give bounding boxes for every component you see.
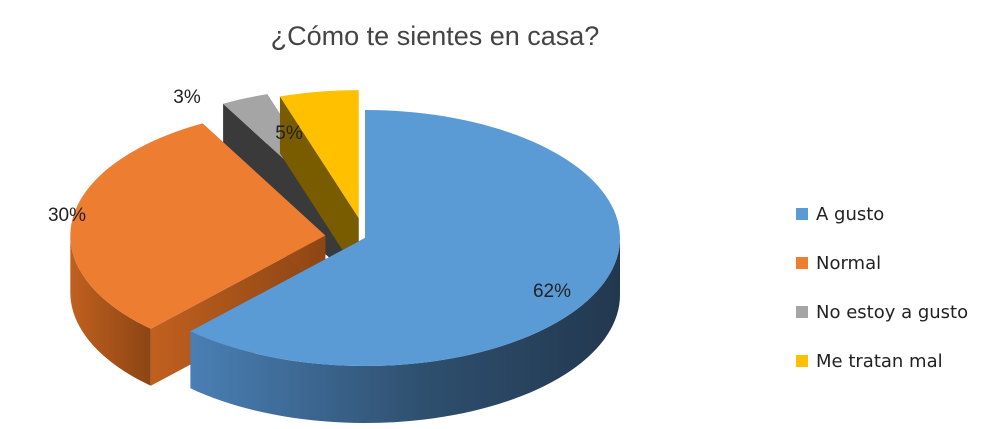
legend-swatch-no-estoy-a-gusto [796, 306, 808, 318]
legend-label-no-estoy-a-gusto: No estoy a gusto [816, 302, 968, 323]
legend-swatch-normal [796, 257, 808, 269]
slice-wall-me-tratan-mal-0 [279, 96, 359, 276]
data-label-no-estoy-a-gusto: 3% [173, 87, 201, 108]
slice-top-normal [70, 123, 326, 329]
data-labels: 62% 30% 3% 5% [48, 87, 571, 302]
slice-top-me-tratan-mal [279, 90, 359, 219]
legend-label-me-tratan-mal: Me tratan mal [816, 351, 943, 372]
slice-top-a-gusto [190, 110, 620, 366]
data-label-me-tratan-mal: 5% [275, 123, 303, 144]
legend-swatch-me-tratan-mal [796, 355, 808, 367]
legend: A gusto Normal No estoy a gusto Me trata… [796, 204, 968, 372]
data-label-normal: 30% [48, 205, 86, 226]
slice-rim-normal [70, 235, 151, 386]
legend-swatch-a-gusto [796, 208, 808, 220]
data-label-a-gusto: 62% [533, 281, 571, 302]
legend-label-normal: Normal [816, 253, 881, 274]
slice-a-gusto [190, 110, 620, 423]
slice-me-tratan-mal [279, 90, 359, 276]
pie-slices [70, 90, 620, 423]
legend-label-a-gusto: A gusto [816, 204, 884, 225]
chart-title: ¿Cómo te sientes en casa? [271, 21, 600, 51]
slice-rim-a-gusto [190, 238, 620, 423]
